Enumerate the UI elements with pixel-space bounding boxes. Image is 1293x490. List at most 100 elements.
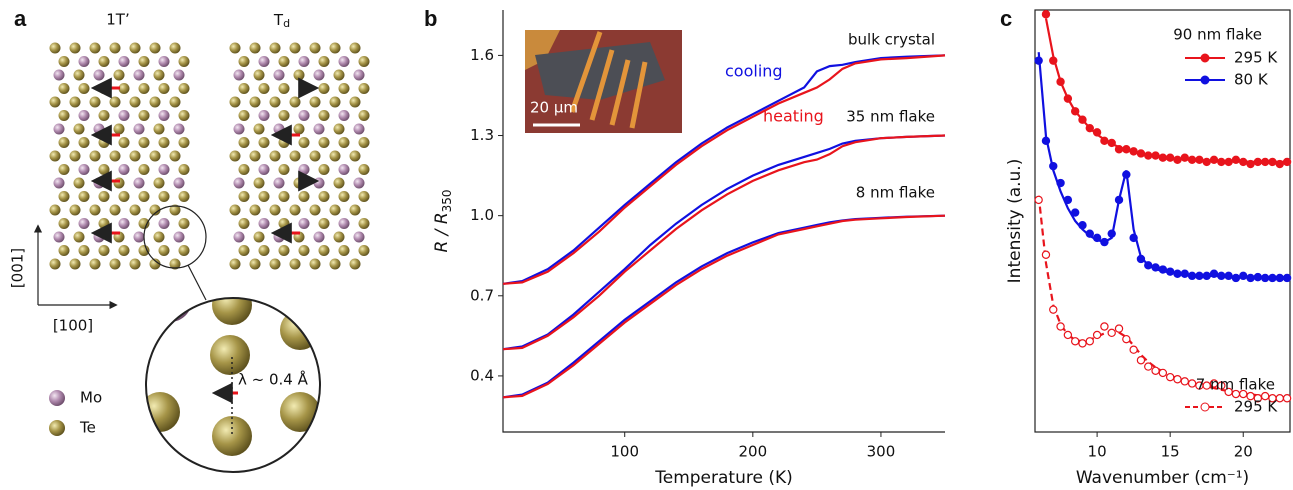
- mo-atom: [298, 56, 310, 67]
- te-atom: [269, 258, 281, 270]
- te-atom: [153, 69, 165, 81]
- data-point: [1107, 229, 1116, 238]
- te-atom: [158, 137, 170, 148]
- data-point: [1136, 149, 1146, 158]
- data-point: [1144, 362, 1153, 371]
- data-point: [1100, 136, 1109, 146]
- te-atom: [298, 191, 310, 202]
- line-series: [502, 214, 946, 399]
- te-atom: [149, 258, 161, 270]
- te-atom: [169, 150, 181, 162]
- line-series: [502, 214, 946, 399]
- mo-atom: [338, 164, 350, 175]
- legend-label: Te: [79, 419, 96, 437]
- data-point: [1078, 115, 1087, 124]
- mo-atom: [158, 56, 170, 67]
- te-atom: [138, 56, 150, 67]
- data-point: [1217, 381, 1226, 390]
- y-axis-label-sub: 350: [440, 189, 454, 212]
- mo-atom: [273, 123, 285, 135]
- te-atom: [98, 56, 110, 67]
- data-point: [1100, 237, 1109, 247]
- mo-atom: [133, 177, 145, 189]
- mo-atom: [273, 69, 285, 81]
- x-tick-label: 20: [1234, 443, 1253, 461]
- data-point: [1129, 147, 1138, 156]
- data-point: [1202, 271, 1211, 281]
- te-atom: [358, 218, 370, 229]
- scale-label: 20 μm: [530, 99, 578, 117]
- te-atom: [238, 83, 250, 94]
- mo-atom: [338, 56, 350, 67]
- legend-group: 7 nm flake: [1196, 376, 1275, 394]
- te-atom: [149, 150, 161, 162]
- te-atom: [289, 96, 301, 108]
- y-tick-label: 0.7: [470, 286, 494, 304]
- te-atom: [129, 42, 141, 54]
- displacement-label: λ ~ 0.4 Å: [238, 370, 309, 389]
- te-atom: [89, 96, 101, 108]
- mo-atom: [233, 177, 245, 189]
- te-atom: [229, 150, 241, 162]
- data-point: [1136, 254, 1146, 264]
- data-point: [1282, 394, 1292, 403]
- data-point: [1239, 271, 1248, 281]
- mo-atom: [118, 56, 130, 67]
- data-point: [1144, 261, 1153, 270]
- data-point: [1224, 387, 1233, 397]
- mo-atom: [133, 123, 145, 135]
- te-atom: [238, 137, 250, 148]
- te-atom: [109, 96, 121, 108]
- te-atom: [229, 204, 241, 216]
- te-atom: [73, 69, 85, 81]
- data-point: [1260, 273, 1270, 283]
- data-point: [1092, 128, 1102, 137]
- mo-atom: [158, 218, 170, 229]
- data-point: [1173, 155, 1182, 165]
- data-point: [1158, 368, 1168, 378]
- sample-label: 35 nm flake: [846, 108, 935, 126]
- te-atom: [229, 42, 241, 54]
- te-atom: [178, 137, 190, 148]
- data-point: [1085, 229, 1094, 238]
- data-point: [1049, 161, 1058, 171]
- te-atom: [158, 83, 170, 94]
- te-atom: [238, 191, 250, 202]
- te-atom: [278, 83, 290, 94]
- te-atom: [153, 177, 165, 189]
- te-atom: [73, 123, 85, 135]
- data-point: [1158, 153, 1168, 162]
- te-atom: [329, 42, 341, 54]
- te-atom: [109, 204, 121, 216]
- data-point: [1217, 157, 1226, 167]
- data-point: [1114, 145, 1124, 154]
- te-atom: [98, 245, 110, 256]
- te-atom: [178, 83, 190, 94]
- x-tick-label: 300: [867, 443, 896, 461]
- legend-group: 90 nm flake: [1173, 26, 1262, 44]
- line-series: [502, 134, 946, 351]
- data-point: [1224, 271, 1233, 281]
- mo-atom: [258, 164, 270, 175]
- data-point: [1253, 394, 1263, 403]
- te-atom: [318, 164, 330, 175]
- te-atom: [49, 150, 61, 162]
- data-point: [1246, 273, 1255, 283]
- data-point: [1085, 337, 1094, 346]
- te-atom: [329, 204, 341, 216]
- data-point: [1078, 221, 1087, 230]
- data-point: [1173, 269, 1182, 278]
- te-atom: [98, 110, 110, 121]
- te-atom: [138, 83, 150, 94]
- data-point: [1114, 324, 1124, 333]
- te-atom: [58, 191, 70, 202]
- phase-label: 1T’: [106, 11, 129, 29]
- te-atom: [358, 137, 370, 148]
- data-point: [1070, 337, 1080, 346]
- mo-atom: [233, 123, 245, 135]
- mo-atom: [258, 218, 270, 229]
- te-atom: [138, 110, 150, 121]
- te-atom: [89, 204, 101, 216]
- data-point: [1041, 250, 1051, 259]
